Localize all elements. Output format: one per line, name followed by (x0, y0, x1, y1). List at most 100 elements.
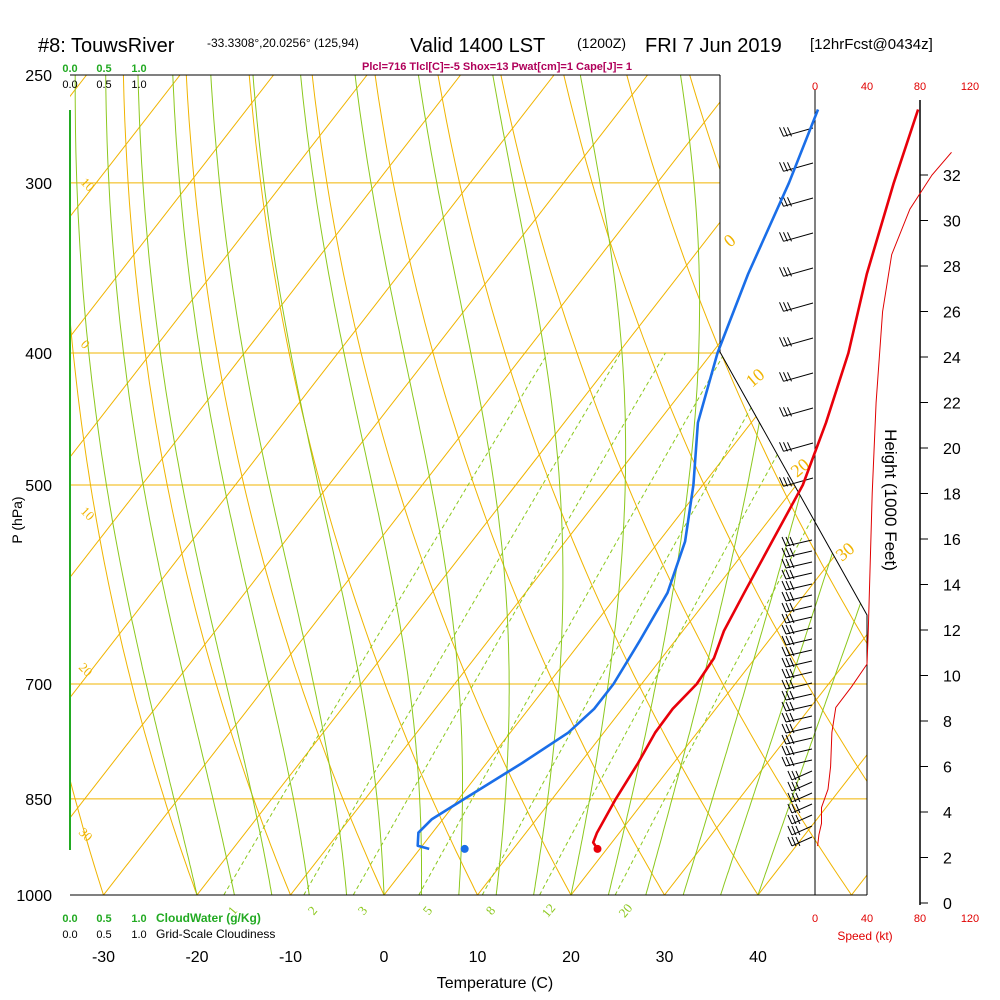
bottom-cloudiness-tick: 0.5 (96, 929, 111, 941)
mixing-ratio-line (614, 352, 867, 895)
wind-barb-feather (781, 734, 787, 745)
wind-barb-feather (789, 745, 795, 756)
dry-adiabat-line (815, 75, 867, 895)
wind-barb-feather (779, 372, 784, 382)
pressure-tick-label: 500 (25, 478, 52, 495)
wind-barb-feather (785, 580, 791, 591)
pressure-tick-label: 250 (25, 68, 52, 85)
dry-adiabat-line (437, 75, 759, 895)
height-tick-label: 26 (943, 305, 961, 322)
bottom-speed-tick: 0 (812, 913, 818, 925)
isotherm-line (383, 75, 867, 895)
dry-adiabat-line (70, 75, 104, 895)
bottom-cloudiness-tick: 0.0 (62, 929, 77, 941)
wind-barb-staff (785, 649, 813, 657)
mixing-ratio-line (352, 352, 666, 895)
moist-adiabat-line (300, 75, 423, 895)
wind-barb-feather (789, 547, 795, 558)
wind-barb-feather (787, 442, 792, 452)
wind-barb-staff (785, 539, 813, 547)
height-tick-label: 0 (943, 896, 952, 913)
temperature-tick-label: -30 (92, 949, 115, 966)
dry-adiabat-label: 10 (78, 175, 98, 195)
wind-barb-feather (795, 814, 801, 825)
pressure-tick-labels: 250 300 400 500 700 850 1000 (16, 68, 52, 905)
wind-barb-feather (787, 825, 793, 836)
wind-barb-feather (781, 580, 787, 591)
wind-barb-feather (781, 602, 787, 613)
wind-barb-staff (783, 232, 814, 242)
top-cloudiness-tick: 0.5 (96, 79, 111, 91)
wind-barb-feather (781, 591, 787, 602)
isotherm-line (757, 75, 867, 895)
wind-barb-staff (783, 477, 814, 487)
wind-barb-feather (785, 745, 791, 756)
wind-barb-feather (783, 442, 788, 452)
mixing-ratio-line (223, 352, 549, 895)
moist-adiabat-line (570, 75, 627, 895)
wind-barb-feather (789, 756, 795, 767)
wind-barb-feather (785, 635, 791, 646)
wind-barb-feather (779, 407, 784, 417)
moist-adiabat-line (354, 75, 463, 895)
wind-barb-feather (779, 267, 784, 277)
wind-barb-feather (787, 302, 792, 312)
wind-barb-feather (783, 197, 788, 207)
mixing-ratio-label: 8 (483, 903, 499, 918)
top-cloud-water-tick: 0.5 (96, 63, 111, 75)
top-speed-tick: 0 (812, 81, 818, 93)
wind-barb-staff (783, 442, 814, 452)
wind-barb-staff (785, 638, 813, 646)
cloud-water-title: CloudWater (g/Kg) (156, 911, 261, 925)
wind-barb-feather (785, 734, 791, 745)
wind-barb-feather (779, 127, 784, 137)
temperature-tick-label: -10 (279, 949, 302, 966)
wind-barb-feather (779, 232, 784, 242)
station-title: #8: TouwsRiver (38, 35, 175, 57)
mixing-ratio-line (481, 352, 783, 895)
wind-barb-feather (787, 197, 792, 207)
wind-barb-staff (783, 162, 814, 172)
pressure-tick-label: 700 (25, 677, 52, 694)
temperature-tick-label: 40 (749, 949, 767, 966)
moist-adiabat-line (757, 75, 867, 895)
mixing-ratio-label: 2 (305, 903, 321, 918)
wind-barb-staff (783, 267, 814, 277)
wind-barb-staff (785, 693, 813, 701)
wind-barb-staff (785, 550, 813, 558)
wind-barb-feather (791, 803, 797, 814)
wind-barb-feather (781, 569, 787, 580)
wind-barb-feather (787, 477, 792, 487)
bottom-cloudiness-tick: 1.0 (131, 929, 146, 941)
height-tick-label: 12 (943, 623, 961, 640)
wind-barb-feather (785, 668, 791, 679)
wind-barb-feather (785, 712, 791, 723)
moist-adiabat-line (137, 75, 273, 895)
wind-barb-feather (789, 690, 795, 701)
wind-barb-feather (783, 127, 788, 137)
wind-barb-feather (783, 162, 788, 172)
wind-barb-feather (789, 558, 795, 569)
wind-barb-feather (789, 635, 795, 646)
wind-barb-feather (787, 162, 792, 172)
height-tick-label: 16 (943, 532, 961, 549)
wind-barb-feather (781, 547, 787, 558)
station-coords: -33.3308°,20.0256° (125,94) (207, 36, 359, 50)
dewpoint-surface-point (460, 844, 469, 853)
height-tick-label: 6 (943, 760, 952, 777)
wind-barb-staff (785, 748, 813, 756)
height-tick-label: 10 (943, 669, 961, 686)
speed-axis-title: Speed (kt) (837, 929, 892, 943)
cloud-scale-labels: 0.0 0.5 1.0 0.0 0.5 1.0 0.0 0.5 1.0 0.0 0.5 1.0 (62, 63, 146, 941)
temperature-tick-label: 0 (380, 949, 389, 966)
wind-barb-feather (795, 781, 801, 792)
valid-date: FRI 7 Jun 2019 (645, 35, 782, 57)
wind-barb-feather (787, 792, 793, 803)
wind-barb-feather (789, 668, 795, 679)
dewpoint-profile-line (416, 109, 820, 851)
wind-barb-staff (783, 302, 814, 312)
wind-barb-feather (787, 803, 793, 814)
wind-barb-feather (791, 836, 797, 847)
dry-adiabat-line (70, 75, 198, 895)
height-tick-label: 14 (943, 578, 961, 595)
